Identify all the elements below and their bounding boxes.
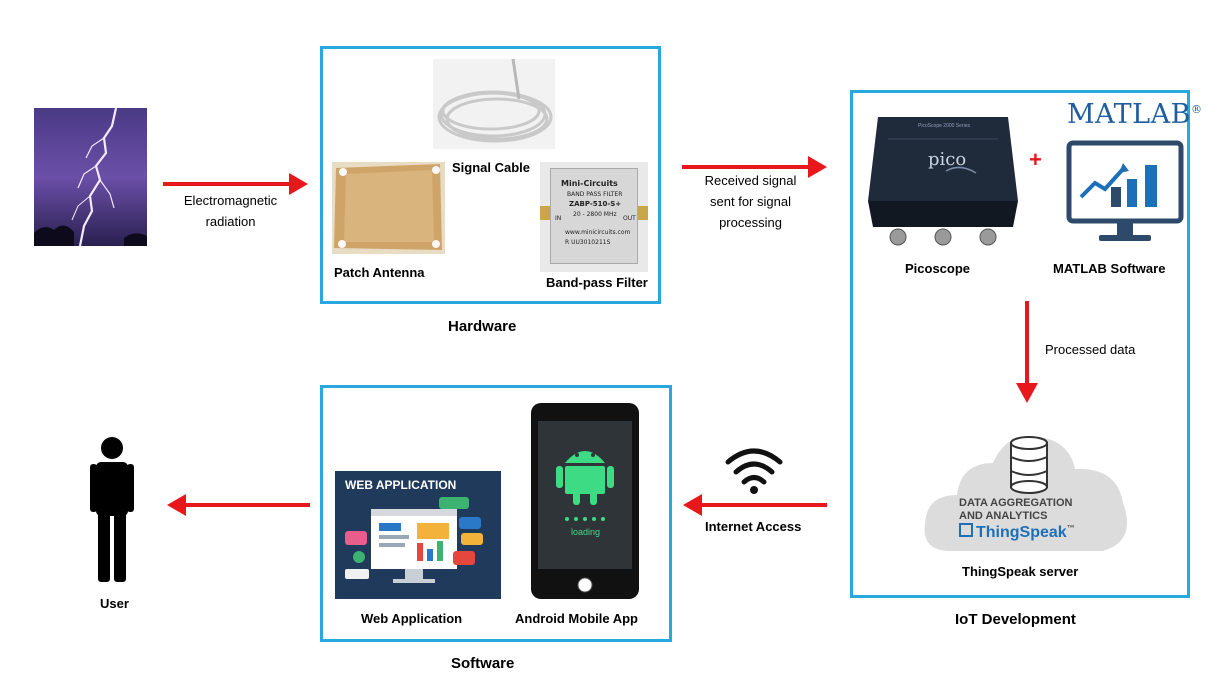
pico-brand: pico <box>928 149 967 170</box>
processed-data-label: Processed data <box>1045 342 1136 357</box>
received-signal-line-1: Received signal <box>704 173 797 188</box>
signal-cable-image <box>433 59 555 149</box>
software-title: Software <box>451 655 515 672</box>
em-radiation-line-2: radiation <box>205 214 256 229</box>
filter-url: www.minicircuits.com <box>565 229 631 236</box>
iot-development-box: PicoScope 2000 Series pico Picoscope + M… <box>850 90 1202 598</box>
arrow-em-radiation <box>163 172 308 196</box>
wifi-icon <box>724 444 784 496</box>
user-label: User <box>100 596 129 611</box>
thingspeak-line-2: AND ANALYTICS <box>959 510 1048 522</box>
filter-out: OUT <box>623 215 636 222</box>
thingspeak-server-label: ThingSpeak server <box>962 564 1079 579</box>
received-signal-line-2: sent for signal <box>710 194 791 209</box>
user-icon <box>90 436 134 584</box>
thingspeak-brand: ThingSpeak <box>976 524 1067 541</box>
monitor-chart-icon <box>1065 139 1185 249</box>
internet-access-label: Internet Access <box>705 519 802 534</box>
thingspeak-line-1: DATA AGGREGATION <box>959 497 1073 509</box>
received-signal-line-3: processing <box>719 215 782 230</box>
software-box: WEB APPLICATION Web Application <box>320 385 672 642</box>
arrow-received-signal <box>682 155 827 179</box>
picoscope-series: PicoScope 2000 Series <box>918 123 970 129</box>
android-phone-image: loading <box>531 403 639 599</box>
android-app-label: Android Mobile App <box>515 611 638 626</box>
matlab-logo: MATLAB® <box>1067 99 1202 130</box>
hardware-title: Hardware <box>448 318 517 335</box>
picoscope-label: Picoscope <box>905 261 971 276</box>
matlab-registered: ® <box>1190 103 1203 116</box>
patch-antenna-image <box>332 162 445 254</box>
web-app-banner: WEB APPLICATION <box>345 478 457 492</box>
thingspeak-brand-row: ThingSpeak™ <box>959 523 1075 542</box>
bandpass-filter-image: Mini-Circuits BAND PASS FILTER ZABP-510-… <box>540 162 648 272</box>
loading-text: loading <box>571 527 601 537</box>
matlab-software-label: MATLAB Software <box>1053 261 1166 276</box>
filter-in: IN <box>555 215 562 222</box>
picoscope-image: PicoScope 2000 Series pico <box>868 109 1018 249</box>
arrow-to-user <box>167 493 310 517</box>
database-icon <box>1010 436 1048 494</box>
hardware-box: Signal Cable Patch Antenna Mini-Circuits… <box>320 46 661 304</box>
bandpass-filter-label: Band-pass Filter <box>546 275 648 290</box>
lightning-image <box>34 108 147 246</box>
arrow-internet-access <box>683 493 827 517</box>
filter-type: BAND PASS FILTER <box>567 191 623 198</box>
em-radiation-line-1: Electromagnetic <box>183 193 278 208</box>
plus-sign: + <box>1029 147 1042 172</box>
signal-cable-label: Signal Cable <box>452 160 531 175</box>
android-robot-icon <box>556 451 614 505</box>
filter-serial: R UU3010211S <box>565 239 611 246</box>
matlab-wordmark: MATLAB <box>1067 99 1191 130</box>
thingspeak-logo-icon <box>959 523 973 537</box>
filter-brand: Mini-Circuits <box>561 179 618 188</box>
filter-range: 20 - 2800 MHz <box>573 211 617 218</box>
home-button <box>577 577 593 593</box>
web-application-label: Web Application <box>361 611 463 626</box>
filter-model: ZABP-510-S+ <box>569 200 622 208</box>
loading-dots <box>565 517 605 521</box>
arrow-processed-data <box>1015 301 1039 403</box>
received-signal-label: Received signal sent for signal processi… <box>688 170 813 233</box>
thingspeak-cloud: DATA AGGREGATION AND ANALYTICS ThingSpea… <box>921 423 1133 555</box>
em-radiation-label: Electromagnetic radiation <box>168 190 293 232</box>
web-application-image: WEB APPLICATION <box>335 471 501 599</box>
lightning-icon <box>71 108 118 246</box>
patch-antenna-label: Patch Antenna <box>334 265 425 280</box>
iot-development-title: IoT Development <box>955 611 1076 628</box>
thingspeak-tm: ™ <box>1066 523 1075 533</box>
